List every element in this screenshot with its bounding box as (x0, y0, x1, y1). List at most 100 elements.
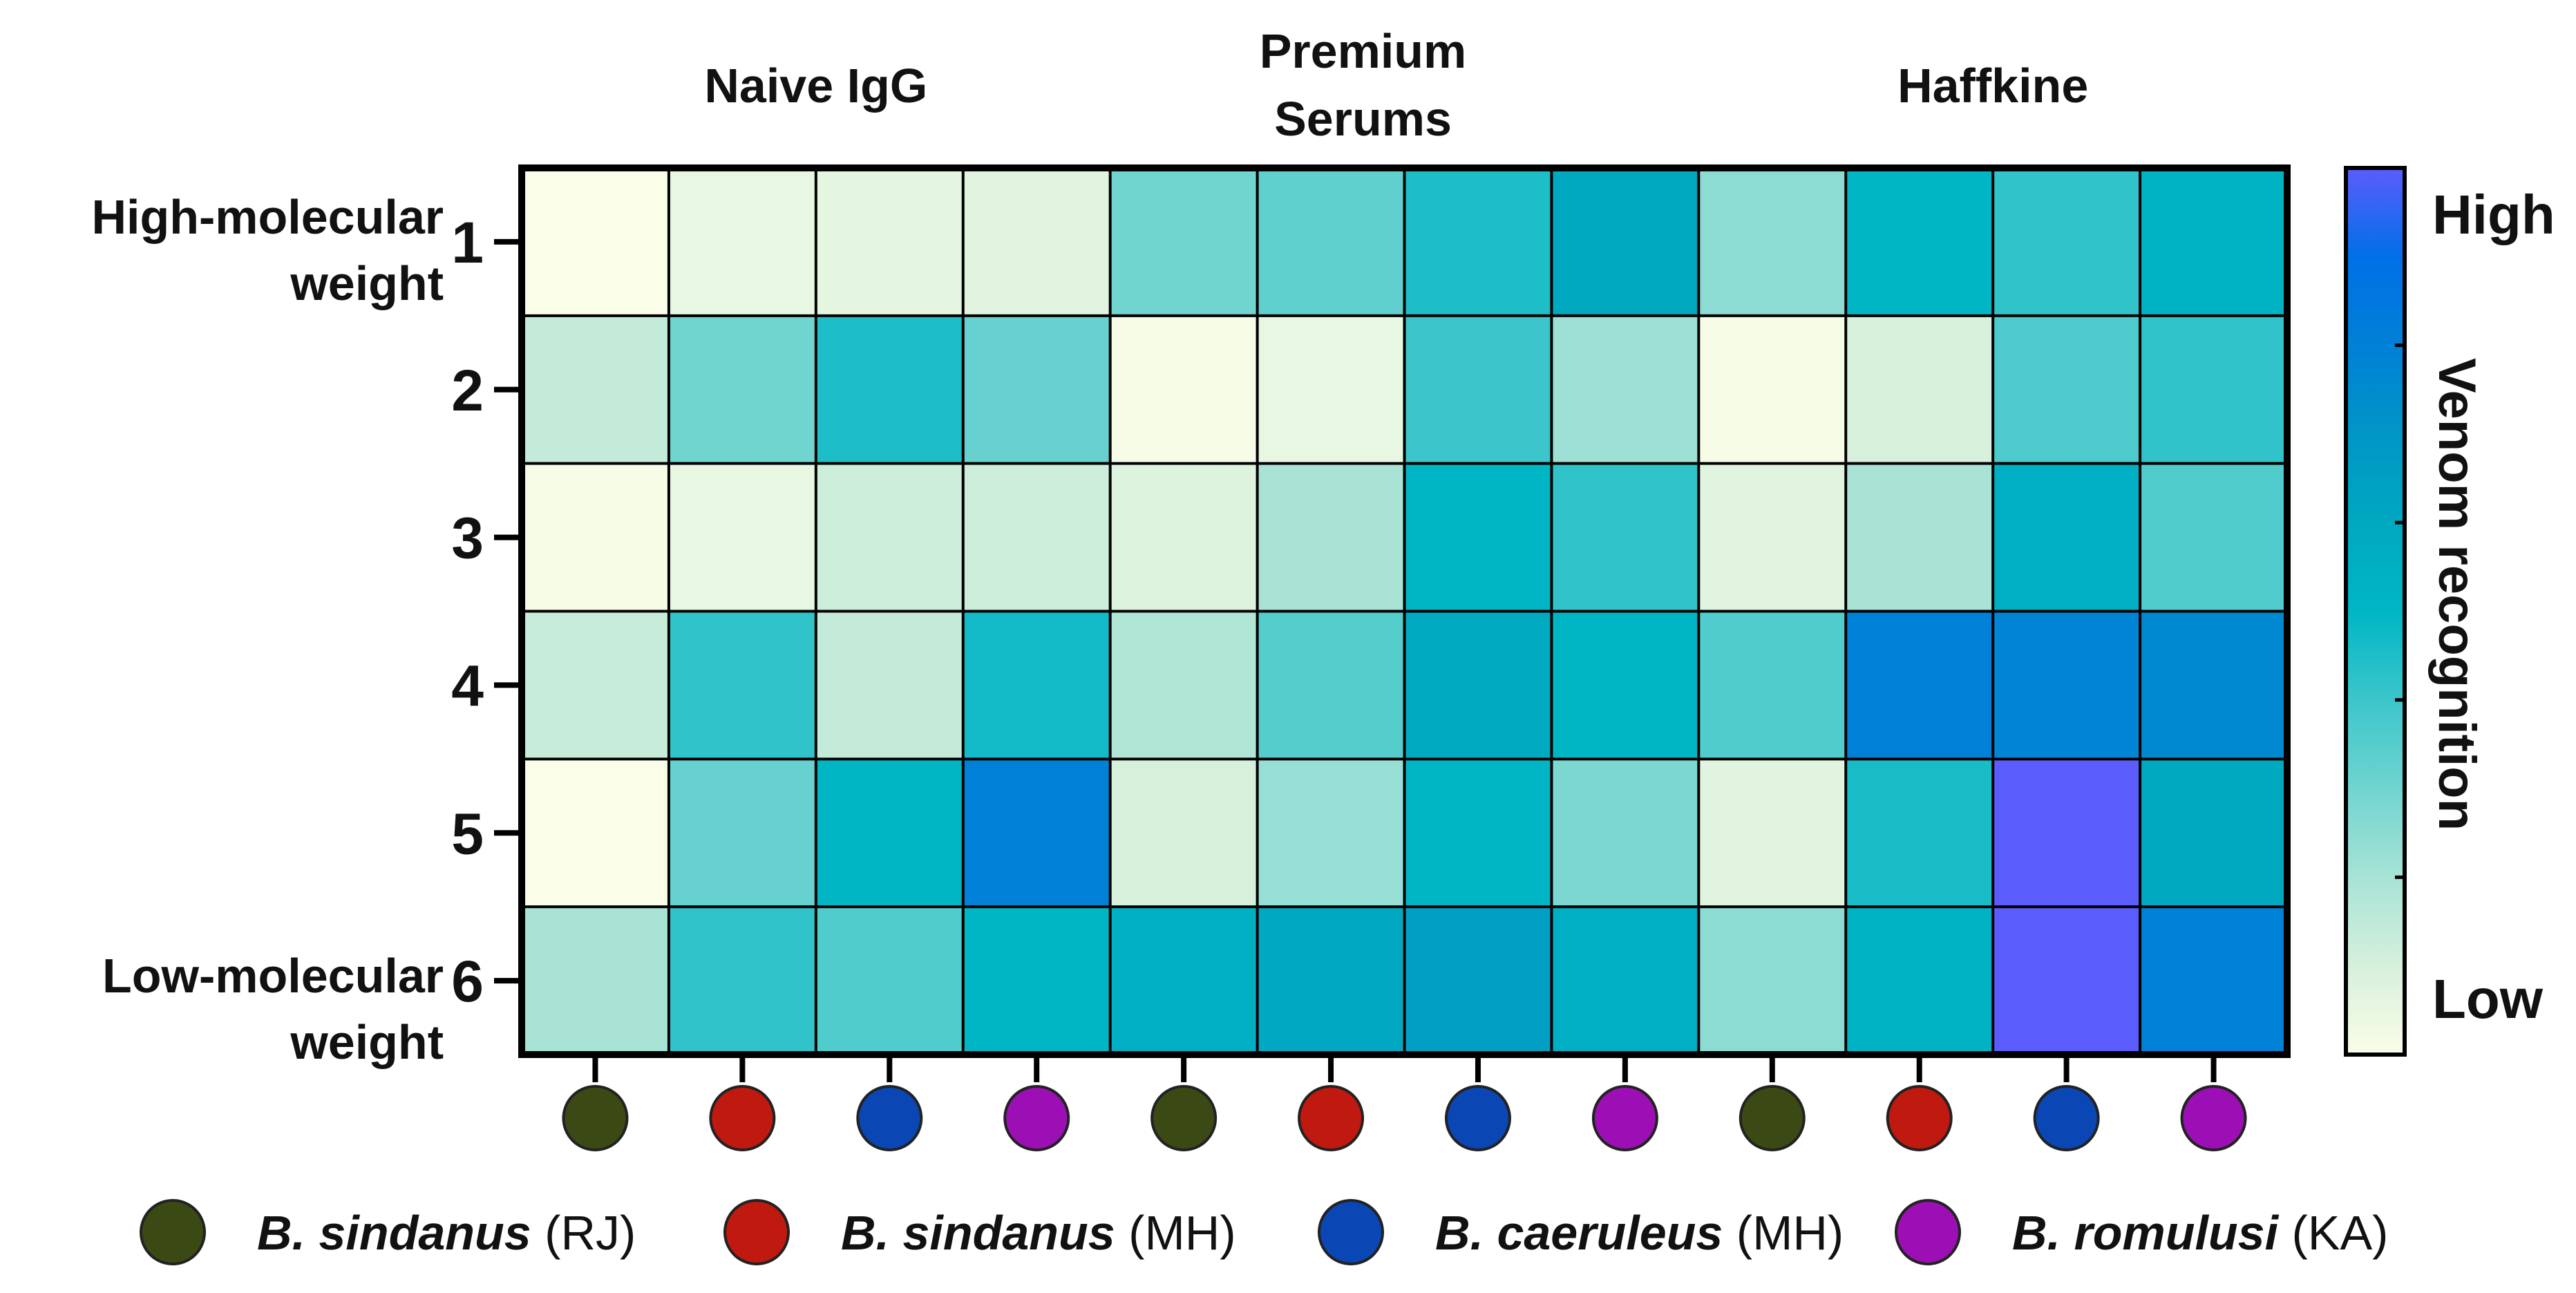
column-marker-caeruleus_mh (1444, 1085, 1511, 1151)
heatmap-cell-r3-c1 (522, 463, 670, 612)
heatmap-cell-r6-c8 (1551, 907, 1699, 1055)
colorbar-low-label: Low (2432, 968, 2544, 1030)
heatmap-cell-r3-c9 (1698, 463, 1846, 612)
row-annotations: High-molecular weight Low-molecular weight (91, 190, 444, 1069)
row-label: 6 (451, 949, 484, 1014)
heatmap-cell-r6-c1 (522, 907, 670, 1055)
heatmap-cell-r3-c6 (1257, 463, 1405, 612)
row-annotation-top: High-molecular weight (91, 190, 444, 310)
heatmap-cell-r4-c10 (1846, 611, 1993, 759)
heatmap-grid (522, 168, 2287, 1055)
legend-label-romulusi_ka: B. romulusi (KA) (2012, 1206, 2389, 1260)
heatmap-cell-r6-c6 (1257, 907, 1405, 1055)
row-label: 2 (451, 358, 484, 423)
column-marker-caeruleus_mh (2033, 1085, 2100, 1151)
heatmap-cell-r6-c2 (668, 907, 817, 1055)
row-label: 3 (451, 506, 484, 571)
heatmap-cell-r4-c9 (1698, 611, 1846, 759)
heatmap-cell-r4-c8 (1551, 611, 1699, 759)
heatmap-cell-r3-c2 (668, 463, 817, 612)
group-title: Premium Serums (1260, 24, 1467, 146)
heatmap-cell-r4-c3 (815, 611, 964, 759)
group-title: Haffkine (1897, 59, 2088, 113)
heatmap-cell-r5-c5 (1110, 759, 1258, 907)
heatmap-cell-r2-c1 (522, 315, 670, 464)
heatmap-cell-r3-c3 (815, 463, 964, 612)
heatmap-cell-r1-c5 (1110, 168, 1258, 317)
legend-label-sindanus_rj: B. sindanus (RJ) (257, 1206, 636, 1260)
heatmap-cell-r3-c11 (1993, 463, 2141, 612)
heatmap-cell-r3-c5 (1110, 463, 1258, 612)
heatmap-cell-r2-c3 (815, 315, 964, 464)
heatmap-cell-r5-c12 (2140, 759, 2288, 907)
row-label: 4 (451, 653, 484, 718)
legend-marker-sindanus_mh (723, 1199, 790, 1265)
heatmap-cell-r2-c8 (1551, 315, 1699, 464)
heatmap-frame (518, 164, 2291, 1058)
heatmap-cell-r1-c2 (668, 168, 817, 317)
heatmap-cells (522, 168, 2288, 1055)
column-marker-sindanus_mh (709, 1085, 776, 1151)
heatmap-cell-r5-c1 (522, 759, 670, 907)
heatmap-cell-r4-c12 (2140, 611, 2288, 759)
column-marker-romulusi_ka (1003, 1085, 1070, 1151)
heatmap-cell-r1-c9 (1698, 168, 1846, 317)
heatmap-cell-r5-c4 (963, 759, 1111, 907)
heatmap-cell-r6-c9 (1698, 907, 1846, 1055)
heatmap-cell-r5-c8 (1551, 759, 1699, 907)
colorbar-axis-label: Venom recognition (2427, 358, 2486, 831)
heatmap-cell-r4-c4 (963, 611, 1111, 759)
column-marker-caeruleus_mh (856, 1085, 923, 1151)
column-species-markers (562, 1055, 2247, 1151)
species-legend: B. sindanus (RJ) B. sindanus (MH) B. caeru… (140, 1199, 2389, 1265)
heatmap-cell-r2-c10 (1846, 315, 1993, 464)
heatmap-cell-r1-c12 (2140, 168, 2288, 317)
heatmap-cell-r6-c3 (815, 907, 964, 1055)
heatmap-cell-r2-c7 (1404, 315, 1552, 464)
legend-marker-romulusi_ka (1895, 1199, 1961, 1265)
heatmap-cell-r6-c11 (1993, 907, 2141, 1055)
heatmap-cell-r1-c6 (1257, 168, 1405, 317)
group-titles: Naive IgG Premium Serums Haffkine (704, 24, 2088, 146)
heatmap-cell-r6-c10 (1846, 907, 1993, 1055)
heatmap-cell-r1-c8 (1551, 168, 1699, 317)
column-marker-sindanus_rj (1150, 1085, 1218, 1151)
heatmap-cell-r1-c1 (522, 168, 670, 317)
heatmap-cell-r4-c5 (1110, 611, 1258, 759)
heatmap-cell-r2-c11 (1993, 315, 2141, 464)
heatmap-cell-r2-c6 (1257, 315, 1405, 464)
row-label: 1 (451, 210, 484, 275)
heatmap-cell-r2-c2 (668, 315, 817, 464)
heatmap-cell-r2-c9 (1698, 315, 1846, 464)
heatmap-cell-r1-c10 (1846, 168, 1993, 317)
heatmap-cell-r4-c11 (1993, 611, 2141, 759)
heatmap-cell-r3-c4 (963, 463, 1111, 612)
colorbar-rect (2344, 166, 2407, 1057)
column-marker-sindanus_rj (562, 1085, 629, 1151)
heatmap-cell-r3-c12 (2140, 463, 2288, 612)
column-marker-sindanus_mh (1886, 1085, 1953, 1151)
heatmap-cell-r3-c8 (1551, 463, 1699, 612)
heatmap-cell-r1-c3 (815, 168, 964, 317)
heatmap-cell-r5-c6 (1257, 759, 1405, 907)
heatmap-cell-r5-c3 (815, 759, 964, 907)
heatmap-cell-r4-c2 (668, 611, 817, 759)
column-marker-sindanus_rj (1739, 1085, 1806, 1151)
heatmap-cell-r1-c11 (1993, 168, 2141, 317)
heatmap-cell-r3-c10 (1846, 463, 1993, 612)
row-annotation-bottom: Low-molecular weight (102, 949, 444, 1069)
heatmap-cell-r6-c12 (2140, 907, 2288, 1055)
group-title: Naive IgG (704, 59, 927, 113)
heatmap-cell-r2-c5 (1110, 315, 1258, 464)
legend-label-sindanus_mh: B. sindanus (MH) (841, 1206, 1236, 1260)
heatmap-cell-r4-c1 (522, 611, 670, 759)
heatmap-cell-r6-c7 (1404, 907, 1552, 1055)
heatmap-cell-r5-c7 (1404, 759, 1552, 907)
heatmap-cell-r3-c7 (1404, 463, 1552, 612)
heatmap-cell-r5-c10 (1846, 759, 1993, 907)
colorbar-high-label: High (2432, 184, 2555, 245)
row-labels: 1 2 3 4 5 6 (451, 210, 522, 1014)
legend-marker-sindanus_rj (140, 1199, 206, 1265)
heatmap-cell-r2-c12 (2140, 315, 2288, 464)
